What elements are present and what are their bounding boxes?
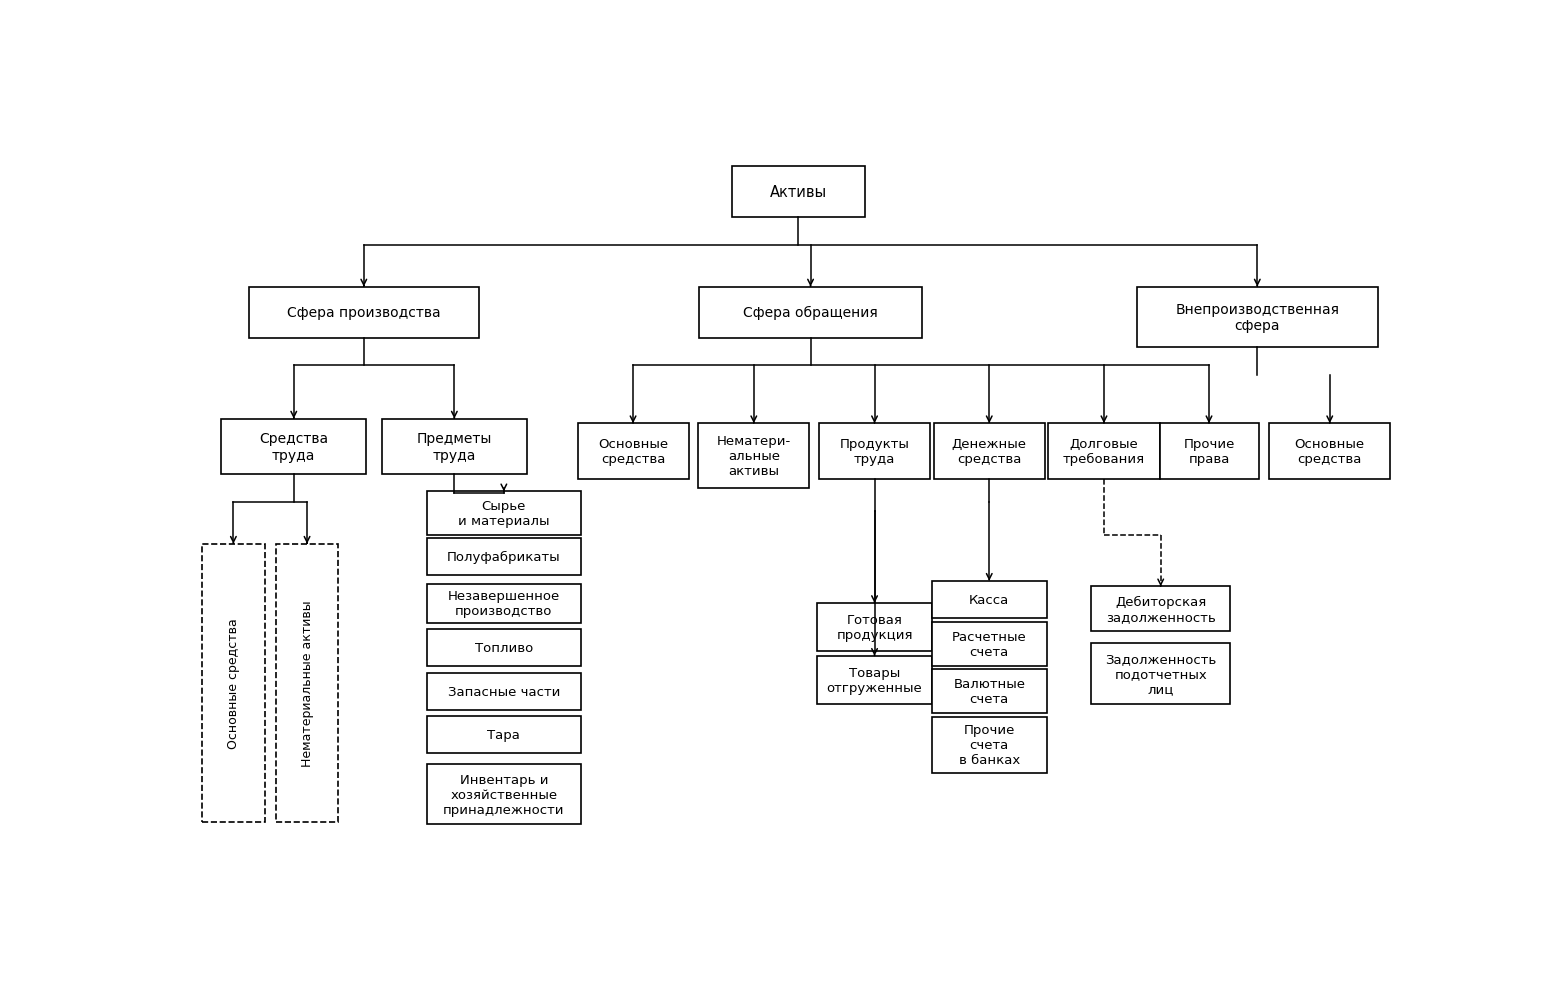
Bar — [932, 669, 1047, 714]
Text: Прочие
счета
в банках: Прочие счета в банках — [958, 724, 1020, 767]
Bar — [427, 717, 581, 753]
Bar — [698, 424, 809, 489]
Bar — [700, 287, 922, 338]
Text: Денежные
средства: Денежные средства — [952, 438, 1027, 465]
Text: Инвентарь и
хозяйственные
принадлежности: Инвентарь и хозяйственные принадлежности — [442, 773, 564, 815]
Bar — [933, 424, 1045, 479]
Text: Основные
средства: Основные средства — [1295, 438, 1365, 465]
Text: Нематериальные активы: Нематериальные активы — [301, 599, 313, 766]
Bar — [820, 424, 930, 479]
Text: Средства
труда: Средства труда — [259, 432, 329, 462]
Bar — [1137, 287, 1379, 347]
Bar — [203, 544, 265, 822]
Bar — [382, 419, 527, 475]
Bar — [932, 582, 1047, 618]
Bar — [932, 718, 1047, 773]
Text: Задолженность
подотчетных
лиц: Задолженность подотчетных лиц — [1105, 653, 1217, 695]
Text: Полуфабрикаты: Полуфабрикаты — [447, 550, 561, 564]
Text: Предметы
труда: Предметы труда — [416, 432, 492, 462]
Text: Нематери-
альные
активы: Нематери- альные активы — [717, 435, 791, 478]
Text: Сфера производства: Сфера производства — [287, 306, 441, 319]
Bar — [427, 538, 581, 576]
Text: Товары
отгруженные: Товары отгруженные — [827, 667, 922, 694]
Bar — [1091, 644, 1231, 704]
Text: Прочие
права: Прочие права — [1184, 438, 1234, 465]
Text: Готовая
продукция: Готовая продукция — [837, 613, 913, 642]
Text: Основные
средства: Основные средства — [598, 438, 668, 465]
Bar — [427, 672, 581, 710]
Bar — [427, 629, 581, 667]
Text: Сырье
и материалы: Сырье и материалы — [458, 500, 550, 528]
Bar — [427, 584, 581, 623]
Text: Дебиторская
задолженность: Дебиторская задолженность — [1106, 595, 1215, 623]
Bar — [932, 622, 1047, 667]
Bar — [818, 657, 932, 704]
Text: Запасные части: Запасные части — [447, 685, 559, 698]
Text: Расчетные
счета: Расчетные счета — [952, 630, 1027, 659]
Text: Тара: Тара — [488, 729, 520, 741]
Bar — [578, 424, 689, 479]
Text: Топливо: Топливо — [475, 642, 533, 655]
Bar — [818, 603, 932, 652]
Bar — [1159, 424, 1259, 479]
Bar — [427, 492, 581, 535]
Text: Внепроизводственная
сфера: Внепроизводственная сфера — [1175, 303, 1340, 332]
Bar — [249, 287, 478, 338]
Text: Сфера обращения: Сфера обращения — [743, 306, 877, 319]
Text: Валютные
счета: Валютные счета — [953, 677, 1025, 705]
Bar — [732, 167, 865, 218]
Text: Долговые
требования: Долговые требования — [1063, 438, 1145, 465]
Bar — [1049, 424, 1159, 479]
Text: Продукты
труда: Продукты труда — [840, 438, 910, 465]
Bar — [1270, 424, 1390, 479]
Text: Касса: Касса — [969, 594, 1010, 606]
Text: Основные средства: Основные средства — [227, 618, 240, 748]
Bar — [221, 419, 366, 475]
Bar — [1091, 587, 1231, 631]
Bar — [276, 544, 338, 822]
Text: Активы: Активы — [770, 185, 827, 200]
Bar — [427, 764, 581, 824]
Text: Незавершенное
производство: Незавершенное производство — [447, 590, 559, 617]
